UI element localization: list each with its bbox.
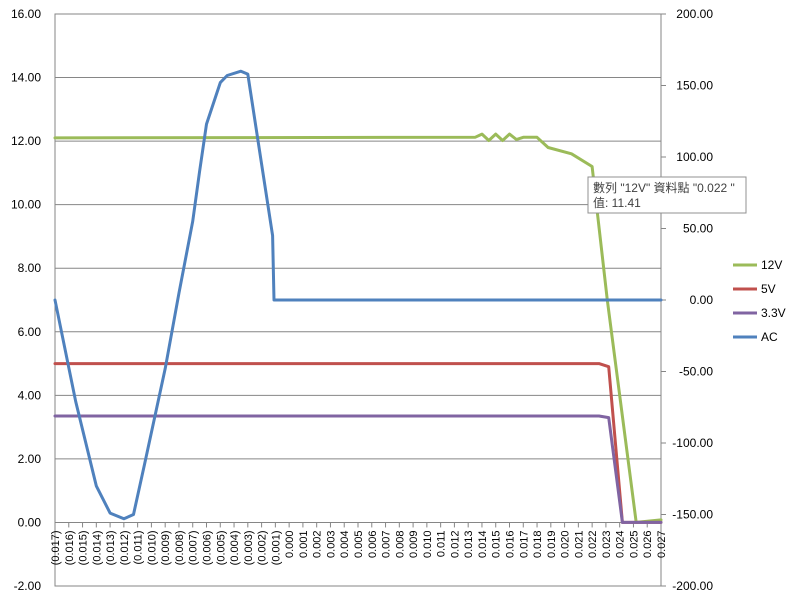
y-right-tick-label: 0.00: [690, 293, 714, 307]
x-tick-label: 0.023: [601, 530, 613, 558]
x-tick-label: (0.013): [105, 530, 117, 565]
x-tick-label: 0.017: [518, 530, 530, 558]
x-tick-label: 0.006: [367, 530, 379, 558]
legend-label: 5V: [761, 282, 776, 296]
tooltip-line-1: 數列 "12V" 資料點 "0.022 ": [593, 181, 735, 195]
y-right-tick-label: -150.00: [672, 508, 713, 522]
x-tick-label: (0.014): [91, 530, 103, 565]
x-tick-label: 0.021: [573, 530, 585, 558]
x-tick-label: 0.015: [491, 530, 503, 558]
series-line-5v: [53, 362, 663, 524]
x-tick-label: 0.010: [422, 530, 434, 558]
y-right-tick-label: -200.00: [672, 579, 713, 593]
series-line-ac: [53, 69, 663, 521]
x-tick-label: 0.000: [284, 530, 296, 558]
x-tick-label: (0.010): [146, 530, 158, 565]
legend-label: 12V: [761, 258, 782, 272]
x-tick-label: 0.018: [532, 530, 544, 558]
legend-label: AC: [761, 330, 778, 344]
x-tick-label: 0.011: [436, 530, 448, 557]
legend-label: 3.3V: [761, 306, 786, 320]
x-tick-label: 0.016: [505, 530, 517, 558]
x-tick-label: (0.003): [243, 530, 255, 565]
series-line-12v: [53, 132, 663, 524]
y-left-tick-label: -2.00: [14, 579, 42, 593]
x-tick-label: (0.016): [64, 530, 76, 565]
y-right-tick-label: -50.00: [679, 365, 713, 379]
x-tick-label: 0.026: [642, 530, 654, 558]
x-tick-label: (0.017): [50, 530, 62, 565]
data-point-tooltip: 數列 "12V" 資料點 "0.022 " 值: 11.41: [587, 176, 747, 214]
x-tick-label: (0.006): [202, 530, 214, 565]
x-tick-label: (0.015): [78, 530, 90, 565]
x-tick-label: (0.009): [160, 530, 172, 565]
y-left-tick-label: 16.00: [11, 7, 41, 21]
tooltip-box: [587, 176, 747, 214]
x-tick-label: 0.007: [381, 530, 393, 558]
y-left-tick-label: 0.00: [18, 515, 42, 529]
axes: 16.00 14.00 12.00 10.00 8.00 6.00 4.00 2.00 0.00…: [11, 7, 713, 593]
y-right-tick-label: 200.00: [676, 7, 713, 21]
x-tick-label: 0.013: [463, 530, 475, 558]
x-tick-label: (0.007): [188, 530, 200, 565]
x-tick-label: (0.011): [133, 530, 145, 564]
x-tick-label: (0.004): [229, 530, 241, 565]
y-right-tick-label: 50.00: [683, 222, 713, 236]
x-tick-label: (0.002): [257, 530, 269, 565]
x-tick-label: 0.027: [656, 530, 668, 558]
x-tick-label: (0.008): [174, 530, 186, 565]
series-lines: [53, 69, 663, 524]
y-left-tick-label: 6.00: [18, 325, 42, 339]
x-tick-label: 0.008: [394, 530, 406, 558]
y-left-tick-label: 14.00: [11, 71, 41, 85]
x-tick-label: 0.020: [560, 530, 572, 558]
x-tick-label: 0.001: [298, 530, 310, 558]
x-tick-label: (0.001): [270, 530, 282, 565]
x-tick-label: (0.012): [119, 530, 131, 565]
x-tick-label: 0.004: [339, 530, 351, 558]
y-left-tick-label: 12.00: [11, 134, 41, 148]
y-left-tick-label: 4.00: [18, 388, 42, 402]
x-tick-label: 0.009: [408, 530, 420, 558]
x-tick-label: 0.014: [477, 530, 489, 558]
legend: 12V 5V 3.3V AC: [733, 258, 786, 344]
y-right-tick-label: 100.00: [676, 150, 713, 164]
x-tick-label: 0.022: [587, 530, 599, 558]
x-tick-label: 0.024: [615, 530, 627, 558]
y-left-tick-label: 10.00: [11, 198, 41, 212]
x-tick-label: 0.005: [353, 530, 365, 558]
x-tick-label: 0.003: [325, 530, 337, 558]
y-right-tick-label: 150.00: [676, 79, 713, 93]
y-left-tick-label: 8.00: [18, 261, 42, 275]
y-left-tick-label: 2.00: [18, 452, 42, 466]
series-line-3-3v: [53, 414, 663, 524]
x-tick-label: 0.025: [628, 530, 640, 558]
x-tick-label: 0.002: [312, 530, 324, 558]
y-right-tick-label: -100.00: [672, 436, 713, 450]
x-tick-label: (0.005): [215, 530, 227, 565]
tooltip-line-2: 值: 11.41: [593, 195, 641, 210]
x-tick-label: 0.012: [449, 530, 461, 558]
x-tick-label: 0.019: [546, 530, 558, 558]
